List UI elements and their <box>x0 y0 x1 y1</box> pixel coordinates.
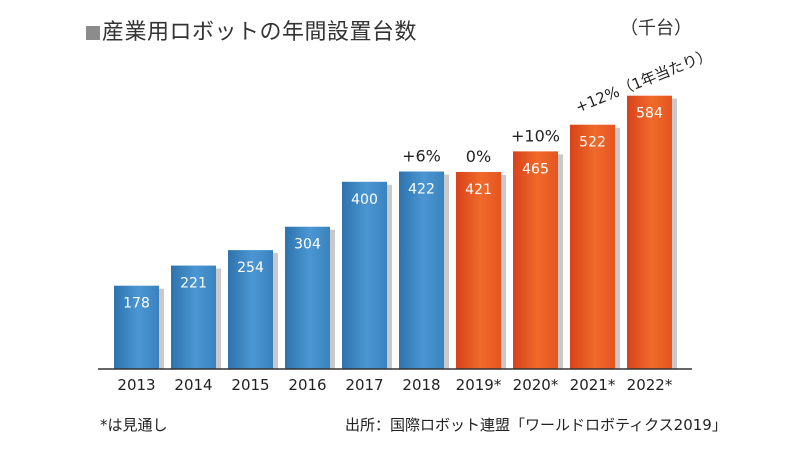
bar-2018 <box>399 171 444 369</box>
value-label-2019: 421 <box>465 182 492 198</box>
bar-forecast-2021 <box>570 124 615 369</box>
value-label-2013: 178 <box>123 296 150 312</box>
bar-2015 <box>228 250 273 369</box>
x-tick-2019: 2019* <box>456 376 502 394</box>
chart-title: 産業用ロボットの年間設置台数 <box>86 14 417 46</box>
bar-forecast-2020 <box>513 151 558 369</box>
value-label-2015: 254 <box>237 260 264 276</box>
value-label-2021: 522 <box>579 135 606 151</box>
bar-2016 <box>285 226 330 369</box>
x-tick-2021: 2021* <box>570 376 616 394</box>
chart-title-text: 産業用ロボットの年間設置台数 <box>102 20 418 45</box>
growth-annotation-2019: 0% <box>466 147 491 166</box>
bar-2014 <box>171 265 216 369</box>
x-tick-2022: 2022* <box>627 376 673 394</box>
x-tick-2017: 2017 <box>345 376 383 394</box>
value-label-2017: 400 <box>351 192 378 208</box>
x-tick-2020: 2020* <box>513 376 559 394</box>
value-label-2020: 465 <box>522 161 549 177</box>
bar-2017 <box>342 181 387 369</box>
x-tick-2014: 2014 <box>174 376 212 394</box>
bar-forecast-2022 <box>627 95 672 370</box>
x-tick-2015: 2015 <box>231 376 269 394</box>
x-tick-2013: 2013 <box>117 376 155 394</box>
value-label-2022: 584 <box>636 106 663 122</box>
bar-chart: 178 2013 221 2014 254 2015 304 2016 400 2017 422 20… <box>98 45 714 394</box>
bars <box>114 95 672 370</box>
title-square-marker <box>86 26 100 40</box>
bar-forecast-2019 <box>456 171 501 369</box>
value-label-2014: 221 <box>180 276 207 292</box>
value-label-2016: 304 <box>294 237 321 253</box>
unit-label: （千台） <box>620 18 692 39</box>
bar-2013 <box>114 285 159 369</box>
growth-annotation-2018: +6% <box>402 147 441 166</box>
x-tick-2016: 2016 <box>288 376 326 394</box>
source-note: 出所：国際ロボット連盟「ワールドロボティクス2019」 <box>345 416 727 434</box>
value-label-2018: 422 <box>408 182 435 198</box>
growth-annotation-2020: +10% <box>511 126 560 145</box>
x-tick-2018: 2018 <box>402 376 440 394</box>
forecast-footnote: *は見通し <box>100 416 168 434</box>
